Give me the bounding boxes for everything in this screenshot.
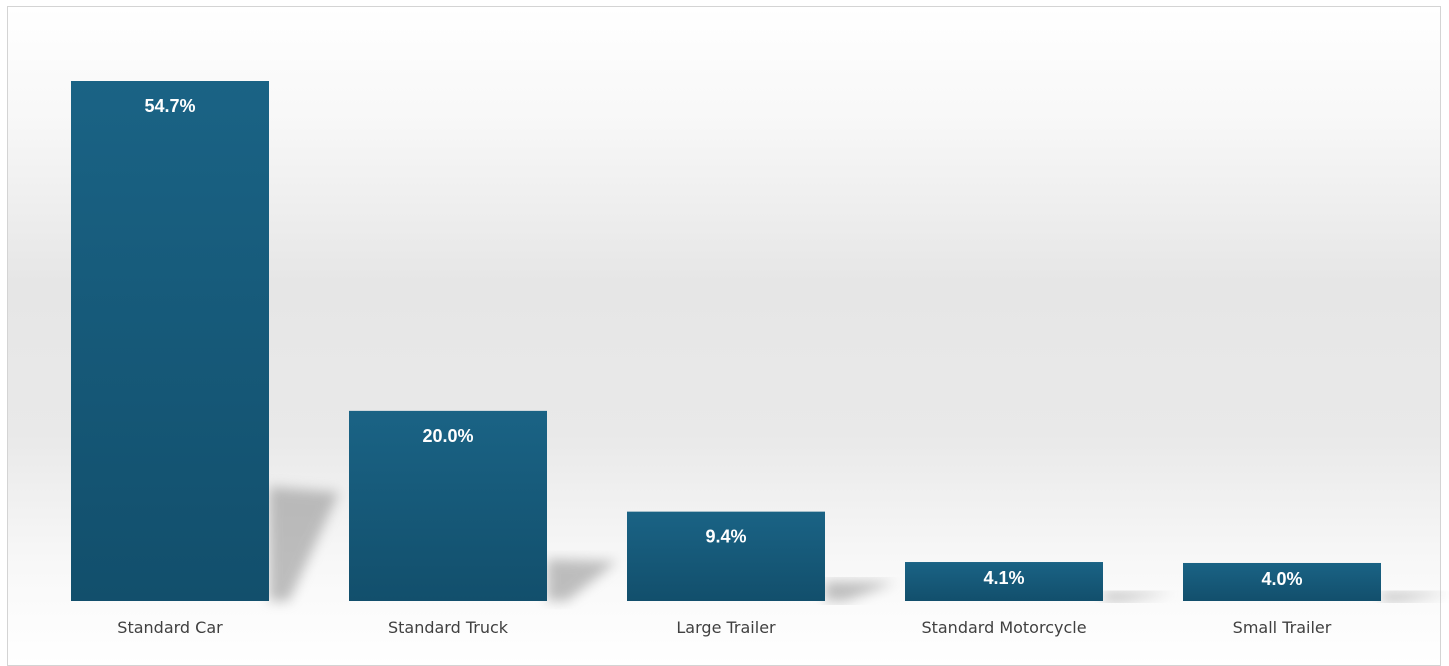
bar-small-trailer [1183,562,1381,601]
bar-standard-car [71,81,269,601]
data-label: 4.1% [983,568,1024,588]
category-label: Standard Car [117,618,223,637]
bar-standard-truck [349,410,547,601]
data-label: 9.4% [705,527,746,547]
bar-large-trailer [627,511,825,601]
data-label: 20.0% [422,426,473,446]
category-label: Standard Motorcycle [921,618,1086,637]
bar-standard-motorcycle [905,562,1103,601]
bar-shadow [825,581,895,601]
bar-shadows [269,486,1449,601]
bar-shadow [269,486,339,601]
bar-shadow [1381,592,1449,601]
category-labels: Standard Car Standard Truck Large Trailer S… [117,618,1331,637]
bar-shadow [547,559,617,601]
data-labels: 54.7% 20.0% 9.4% 4.1% 4.0% [144,96,1302,589]
bars [71,81,1381,601]
data-label: 54.7% [144,96,195,116]
bar-shadow [1103,592,1173,601]
data-label: 4.0% [1261,569,1302,589]
category-label: Small Trailer [1233,618,1332,637]
category-label: Large Trailer [676,618,776,637]
category-label: Standard Truck [388,618,509,637]
bar-chart: 54.7%20.0%9.4%4.1% 4.0% Standard Car Stand… [71,81,1449,637]
